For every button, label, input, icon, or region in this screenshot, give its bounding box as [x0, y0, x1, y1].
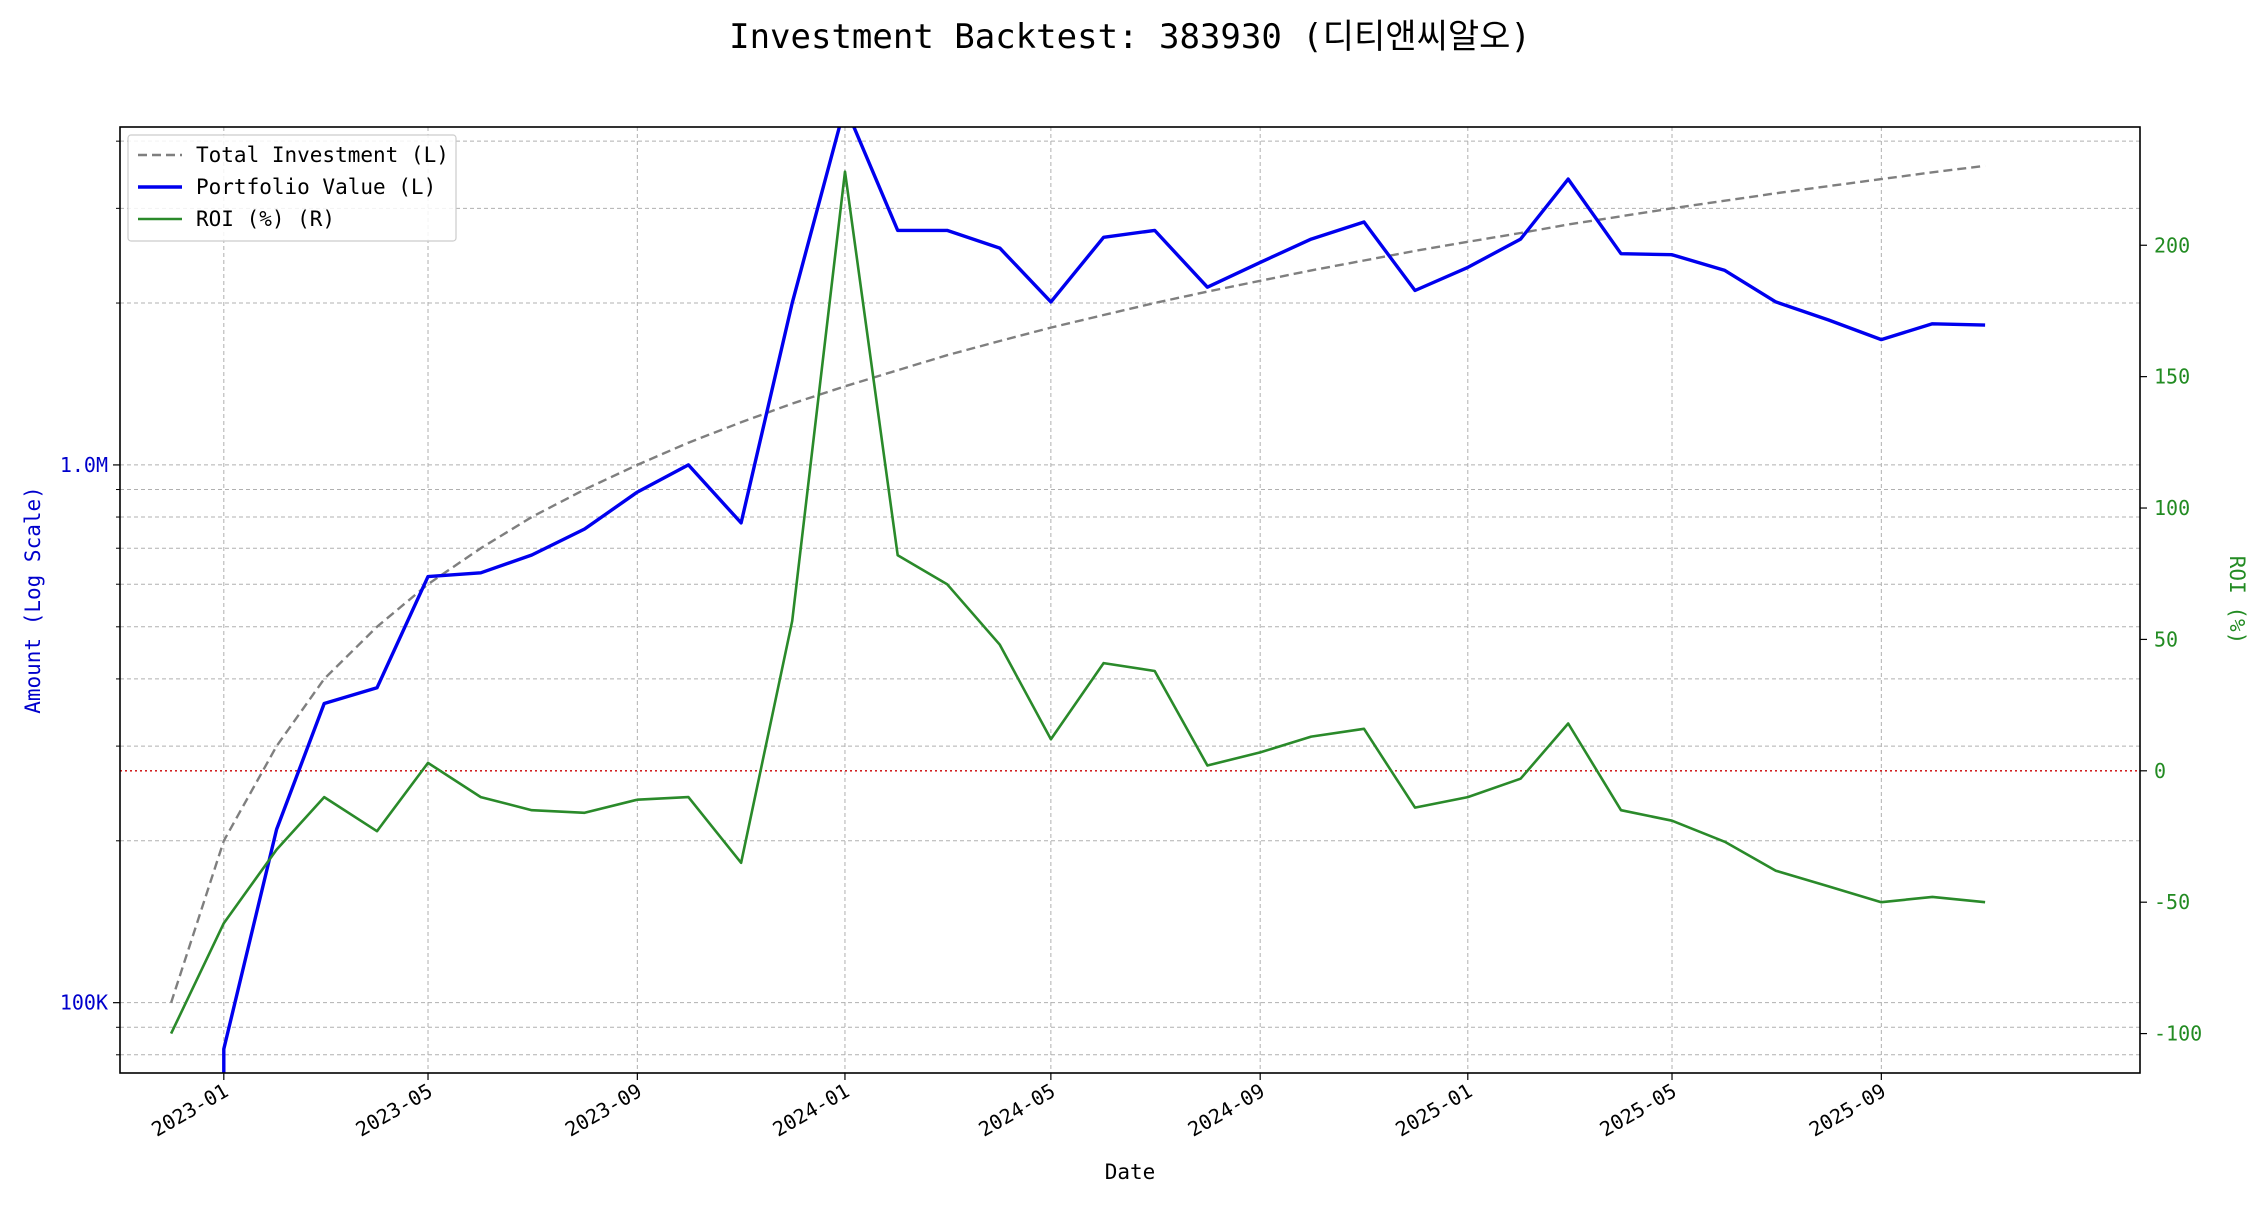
y-axis-left-label: Amount (Log Scale) [21, 486, 45, 714]
y-axis-right-label: ROI (%) [2225, 556, 2249, 645]
x-axis-label: Date [1105, 1160, 1156, 1184]
legend-label: Total Investment (L) [196, 143, 449, 167]
legend-box [127, 134, 457, 242]
y-right-tick-label: 200 [2154, 233, 2190, 257]
chart-title: Investment Backtest: 383930 (디티앤씨알오) [729, 17, 1531, 57]
y-right-tick-label: 50 [2154, 627, 2178, 651]
legend-label: ROI (%) (R) [196, 207, 335, 231]
y-right-tick-label: 150 [2154, 365, 2190, 389]
roi-line [169, 170, 1986, 1035]
y-left-tick-label: 1.0M [60, 453, 108, 477]
legend-label: Portfolio Value (L) [196, 175, 436, 199]
legend: Total Investment (L) Portfolio Value (L) R… [127, 134, 457, 242]
total-investment-line [169, 164, 1986, 1004]
y-right-tick-label: -50 [2154, 890, 2190, 914]
y-right-tick-label: 0 [2154, 759, 2166, 783]
y-left-tick-label: 100K [60, 991, 108, 1015]
y-right-tick-label: 100 [2154, 496, 2190, 520]
y-right-tick-label: -100 [2154, 1022, 2202, 1046]
portfolio-value-line [222, 127, 1986, 1073]
